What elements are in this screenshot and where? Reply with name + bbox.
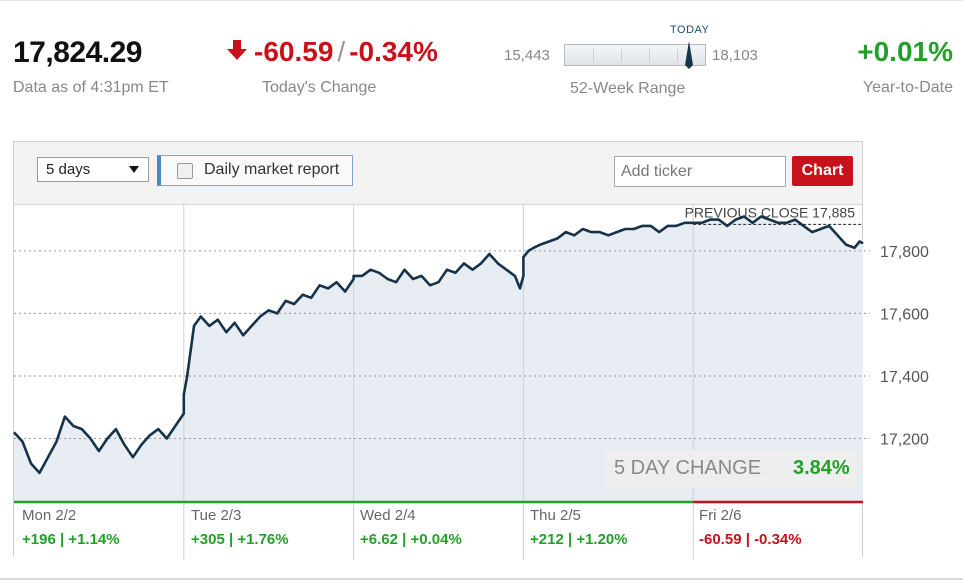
add-ticker-input[interactable] bbox=[614, 156, 786, 187]
range-label: 52-Week Range bbox=[570, 80, 686, 97]
day-change: +305 | +1.76% bbox=[191, 531, 289, 548]
day-summary-thu: Thu 2/5 +212 | +1.20% bbox=[530, 507, 690, 548]
price-area bbox=[14, 216, 863, 501]
period-select[interactable]: 5 days bbox=[37, 157, 149, 182]
down-arrow-icon bbox=[227, 40, 247, 60]
data-timestamp: Data as of 4:31pm ET bbox=[13, 79, 169, 96]
five-day-change-value: 3.84% bbox=[793, 457, 850, 479]
y-tick-label: 17,600 bbox=[880, 306, 929, 323]
day-summary-tue: Tue 2/3 +305 | +1.76% bbox=[191, 507, 351, 548]
chevron-down-icon bbox=[129, 166, 139, 173]
period-select-value: 5 days bbox=[46, 161, 91, 178]
y-tick-label: 17,800 bbox=[880, 244, 929, 261]
day-change: +212 | +1.20% bbox=[530, 531, 628, 548]
five-day-change-box: 5 DAY CHANGE 3.84% bbox=[606, 450, 859, 488]
day-label: Thu 2/5 bbox=[530, 507, 581, 524]
y-tick-label: 17,400 bbox=[880, 369, 929, 386]
change-percent: -0.34% bbox=[349, 36, 438, 67]
day-change: -60.59 | -0.34% bbox=[699, 531, 802, 548]
bottom-divider bbox=[0, 578, 963, 580]
chart-button[interactable]: Chart bbox=[792, 156, 853, 186]
ytd-change: +0.01% bbox=[857, 36, 953, 67]
chart-toolbar: 5 days Daily market report Chart bbox=[14, 142, 862, 205]
day-summary-fri: Fri 2/6 -60.59 | -0.34% bbox=[699, 507, 859, 548]
daily-report-toggle[interactable]: Daily market report bbox=[157, 155, 353, 186]
day-label: Mon 2/2 bbox=[22, 507, 77, 524]
range-tick bbox=[677, 49, 678, 62]
today-marker-icon bbox=[685, 41, 693, 69]
change-separator: / bbox=[337, 36, 346, 67]
y-tick-label: 17,200 bbox=[880, 431, 929, 448]
report-checkbox-label: Daily market report bbox=[204, 161, 340, 178]
day-summary-mon: Mon 2/2 +196 | +1.14% bbox=[22, 507, 182, 548]
week-range-bar bbox=[564, 44, 706, 66]
range-tick bbox=[649, 49, 650, 62]
five-day-change-label: 5 DAY CHANGE bbox=[614, 457, 762, 479]
day-summary-wed: Wed 2/4 +6.62 | +0.04% bbox=[360, 507, 520, 548]
range-high: 18,103 bbox=[712, 47, 758, 64]
day-label: Wed 2/4 bbox=[360, 507, 416, 524]
price-line bbox=[13, 215, 864, 475]
previous-close-label: PREVIOUS CLOSE 17,885 bbox=[685, 204, 856, 220]
change-points: -60.59 bbox=[254, 36, 334, 67]
index-price: 17,824.29 bbox=[13, 36, 142, 69]
day-label: Fri 2/6 bbox=[699, 507, 742, 524]
day-change: +6.62 | +0.04% bbox=[360, 531, 462, 548]
ytd-label: Year-to-Date bbox=[862, 79, 953, 96]
todays-change: -60.59/-0.34% bbox=[226, 36, 438, 68]
day-change: +196 | +1.14% bbox=[22, 531, 120, 548]
day-label: Tue 2/3 bbox=[191, 507, 242, 524]
todays-change-label: Today's Change bbox=[262, 79, 377, 96]
top-divider bbox=[0, 0, 963, 1]
report-checkbox[interactable] bbox=[177, 163, 193, 179]
range-tick bbox=[593, 49, 594, 62]
range-low: 15,443 bbox=[504, 47, 550, 64]
range-today-label: TODAY bbox=[670, 24, 710, 36]
range-tick bbox=[621, 49, 622, 62]
